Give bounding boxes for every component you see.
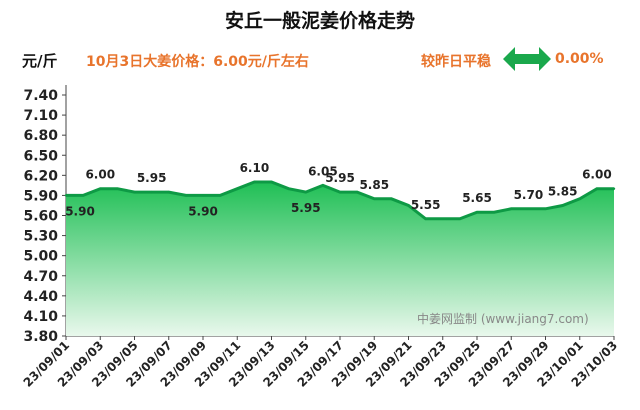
y-tick-label: 4.40 [23,289,58,305]
y-tick-label: 6.50 [23,148,58,164]
data-point [287,187,290,190]
data-point [544,207,547,211]
data-point [510,207,513,211]
data-point [236,187,239,190]
data-point [64,194,68,197]
data-point [475,210,479,214]
data-point [218,194,222,197]
data-label: 5.85 [548,184,578,198]
y-tick-label: 5.00 [23,249,58,265]
data-point [612,187,616,190]
data-point [424,217,427,221]
data-label: 5.90 [65,204,95,218]
data-label: 5.55 [411,198,441,212]
y-axis: 7.40 7.10 6.80 6.50 6.20 5.90 5.60 5.30 5.00 4.70… [23,85,67,345]
data-label: 6.10 [240,161,270,175]
price-note: 10月3日大姜价格：6.00元/斤左右 [86,54,309,70]
data-labels: 5.906.00 5.955.906.105.956.055.95 5.855.55… [65,161,611,218]
series-area [64,180,616,336]
data-point [561,204,564,207]
data-point [355,190,359,194]
y-tick-label: 7.40 [23,88,58,104]
data-point [167,190,170,194]
y-tick-label: 5.90 [23,188,58,204]
y-tick-label: 5.60 [23,209,58,225]
data-point [527,207,530,211]
data-point [184,194,188,197]
data-label: 6.00 [582,168,612,182]
data-point [270,180,273,184]
data-point [441,217,444,221]
data-point [150,190,153,194]
data-point [595,187,599,190]
data-label: 5.70 [514,188,544,202]
data-label: 6.05 [308,164,338,178]
area-fill [66,182,614,336]
data-label: 5.95 [137,171,167,185]
data-point [116,187,119,190]
data-point [99,187,102,190]
data-label: 5.95 [325,171,355,185]
y-tick-label: 3.80 [23,329,58,345]
data-point [578,197,581,200]
data-label: 5.65 [462,191,492,205]
data-point [492,210,496,214]
compare-label: 较昨日平稳 [421,54,491,70]
data-point [458,217,462,221]
data-point [201,194,205,197]
data-point [373,197,376,200]
unit-label: 元/斤 [22,52,58,70]
chart-title: 安丘一般泥姜价格走势 [224,10,415,32]
data-point [390,197,393,200]
y-tick-label: 7.10 [23,108,58,124]
data-label: 6.00 [85,168,115,182]
y-tick-label: 4.70 [23,269,58,285]
data-point [338,190,342,194]
data-point [133,190,136,194]
data-label: 5.90 [188,204,218,218]
data-point [321,184,325,187]
compare-value: 0.00% [555,51,604,67]
data-point [253,180,256,184]
data-point [304,190,307,194]
watermark: 中姜网监制 (www.jiang7.com) [417,311,589,326]
y-tick-label: 6.20 [23,168,58,184]
y-tick-label: 6.80 [23,128,58,144]
data-label: 5.85 [359,178,389,192]
double-arrow-icon [503,47,551,71]
data-label: 5.95 [291,201,321,215]
data-point [407,204,410,207]
x-axis: 23/09/0123/09/0323/09/0523/09/0723/09/09… [21,335,620,390]
y-tick-label: 4.10 [23,309,58,325]
y-tick-label: 5.30 [23,229,58,245]
data-point [81,194,85,197]
